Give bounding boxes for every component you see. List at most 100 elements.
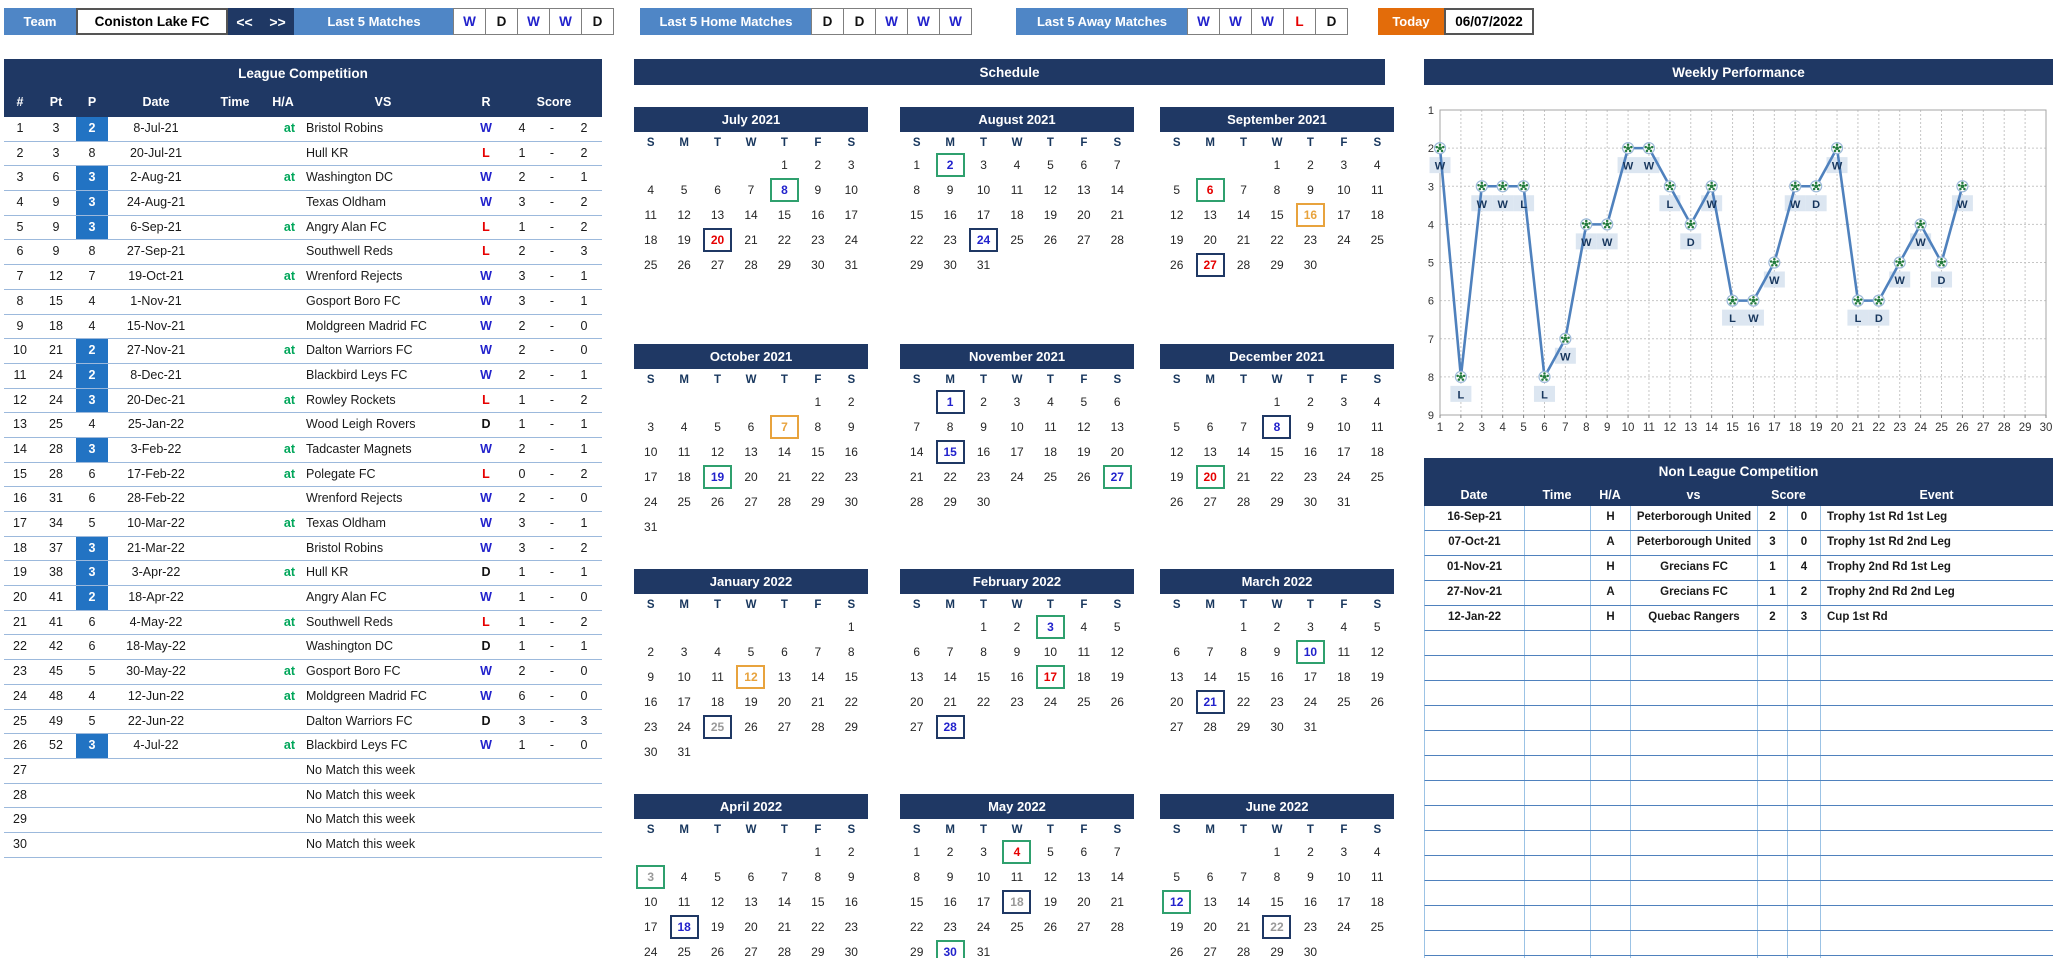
cell-position: 3	[76, 536, 108, 561]
cell-blank	[1425, 806, 1525, 830]
cell-homeaway: A	[1591, 581, 1631, 605]
cell-blank	[1821, 681, 2053, 705]
cell-score-dash: -	[549, 565, 555, 580]
cell-score-dash: -	[549, 491, 555, 506]
cell-number: 9	[16, 318, 24, 333]
league-match-row: 12 24 3 20-Dec-21 at Rowley Rockets L 1 - 2	[4, 388, 602, 414]
calendar-day: 26	[1077, 469, 1091, 484]
cell-homeaway	[266, 315, 300, 339]
calendar-month: December 2021 S M T W T F S 1 2 3 4 5 6 7 8 9 10 11 12 13 14 1…	[1160, 344, 1394, 514]
calendar-day-header: M	[1205, 824, 1215, 836]
calendar-day: 22	[910, 232, 924, 247]
cell-homeaway: at	[283, 269, 295, 284]
calendar-days: 1 2 3 4 5 6 7 8 9 10 11 12 13 14 15 16 17 18 19 20 21 22 23 24 2…	[1160, 614, 1394, 739]
cell-blank	[1525, 681, 1591, 705]
cell-score-dash: -	[549, 466, 555, 481]
calendar-day: 2	[946, 844, 954, 859]
cell-blank	[1758, 781, 1788, 805]
cell-number: 19	[13, 565, 27, 580]
col-number: #	[16, 95, 24, 109]
calendar-day: 28	[777, 944, 792, 958]
cell-points: 15	[49, 293, 63, 308]
cell-score-for: 3	[518, 516, 526, 530]
calendar-day: 1	[1273, 394, 1281, 409]
calendar-month-title: January 2022	[634, 569, 868, 594]
cell-versus: Southwell Reds	[306, 614, 393, 629]
non-league-empty-row	[1424, 756, 2053, 781]
cell-score-dash: -	[549, 145, 555, 160]
calendar-day: 29	[1270, 257, 1284, 272]
non-league-match-row: 16-Sep-21 H Peterborough United 2 0 Trophy 1s…	[1424, 506, 2053, 531]
non-league-empty-row	[1424, 781, 2053, 806]
svg-text:L: L	[1520, 199, 1527, 211]
calendar-day: 22	[777, 232, 792, 247]
next-team-button[interactable]: >>	[261, 8, 294, 35]
cell-event: Trophy 1st Rd 2nd Leg	[1827, 536, 1951, 548]
cell-number: 10	[13, 343, 27, 358]
cell-date: 3-Feb-22	[130, 441, 182, 456]
cell-score-dash: -	[549, 441, 555, 456]
calendar-day-header: W	[745, 824, 757, 836]
cell-score-for: 1	[518, 565, 526, 580]
cell-blank	[1591, 681, 1631, 705]
calendar-day: 26	[677, 257, 691, 272]
cell-score-dash: -	[549, 343, 555, 358]
cell-points: 49	[49, 713, 63, 728]
calendar-month: October 2021 S M T W T F S 1 2 3 4 5 6 7 8 9 10 11 12 13 14 15…	[634, 344, 868, 539]
cell-versus: Angry Alan FC	[306, 590, 387, 605]
calendar-day: 12	[1370, 644, 1384, 659]
cell-number: 27	[13, 762, 27, 777]
calendar-blank-cell	[701, 389, 734, 414]
cell-blank	[1591, 906, 1631, 930]
calendar-day: 12	[1170, 444, 1184, 459]
calendar-month-title: May 2022	[900, 794, 1134, 819]
league-match-row: 11 24 2 8-Dec-21 Blackbird Leys FC W 2 - 1	[4, 363, 602, 389]
calendar-day: 5	[1173, 182, 1181, 197]
calendar-day: 30	[933, 939, 966, 958]
cell-blank	[538, 784, 566, 808]
cell-date: 8-Dec-21	[130, 367, 182, 382]
non-league-empty-row	[1424, 881, 2053, 906]
cell-blank	[1591, 706, 1631, 730]
cell-homeaway: at	[283, 664, 295, 679]
calendar-day: 22	[1236, 694, 1251, 709]
today-date-cell[interactable]: 06/07/2022	[1444, 8, 1534, 35]
cell-versus: No Match this week	[306, 787, 416, 802]
cell-date: 27-Nov-21	[1425, 581, 1525, 605]
calendar-day: 4	[1373, 157, 1381, 172]
calendar-day: 5	[1113, 619, 1121, 634]
calendar-day: 11	[1010, 869, 1024, 884]
calendar-day: 13	[1170, 669, 1184, 684]
calendar-day: 14	[744, 207, 758, 222]
calendar-day: 25	[1337, 694, 1351, 709]
calendar-day: 18	[1370, 444, 1384, 459]
cell-result: D	[481, 713, 491, 728]
cell-number: 16	[13, 491, 27, 506]
cell-blank	[1758, 756, 1788, 780]
cell-result: L	[482, 614, 490, 629]
calendar-day: 9	[647, 669, 655, 684]
calendar-day-header: M	[679, 137, 689, 149]
cell-blank	[1821, 781, 2053, 805]
calendar-month-title: June 2022	[1160, 794, 1394, 819]
calendar-day: 5	[680, 182, 688, 197]
calendar-day: 16	[1303, 444, 1318, 459]
calendar-day: 28	[1236, 494, 1251, 509]
calendar-day: 28	[777, 494, 792, 509]
cell-blank	[1525, 906, 1591, 930]
calendar-day: 31	[844, 257, 858, 272]
team-name-dropdown[interactable]: Coniston Lake FC	[76, 8, 228, 35]
cell-blank	[1525, 856, 1591, 880]
cell-result: W	[480, 293, 492, 308]
svg-text:2: 2	[1428, 143, 1434, 155]
svg-text:22: 22	[1872, 422, 1885, 434]
today-button[interactable]: Today	[1378, 8, 1444, 35]
cell-blank	[1821, 906, 2053, 930]
calendar-month: June 2022 S M T W T F S 1 2 3 4 5 6 7 8 9 10 11 12 13 14 15 16 1…	[1160, 794, 1394, 958]
cell-blank	[266, 808, 300, 832]
cell-blank	[1758, 631, 1788, 655]
prev-team-button[interactable]: <<	[228, 8, 261, 35]
calendar-day: 25	[1370, 919, 1384, 934]
calendar-day: 1	[933, 389, 966, 414]
calendar-blank-cell	[634, 389, 667, 414]
